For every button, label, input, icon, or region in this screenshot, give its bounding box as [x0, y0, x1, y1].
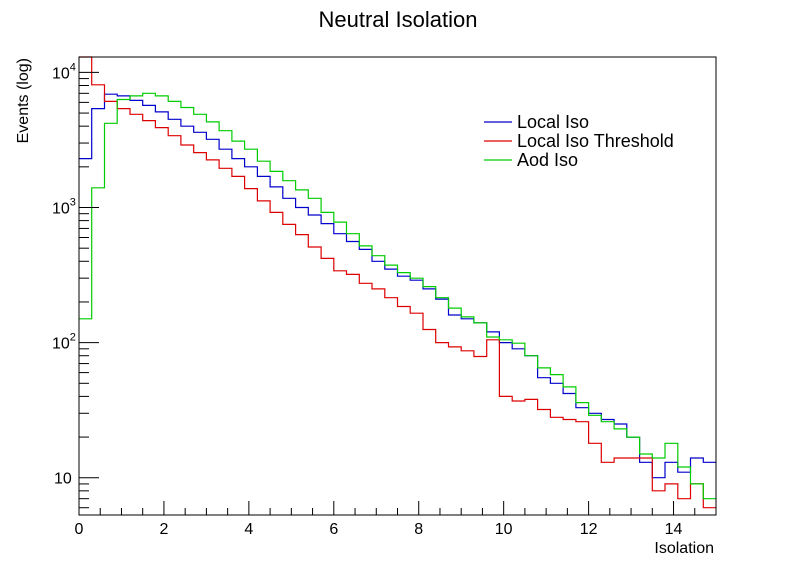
series-line-2: [79, 92, 716, 500]
plot-frame: [78, 56, 717, 516]
legend-label: Aod Iso: [517, 150, 578, 170]
y-tick-label: 104: [52, 61, 76, 82]
x-tick-label: 4: [244, 521, 253, 538]
x-axis-label: Isolation: [654, 540, 714, 557]
y-axis-label: Events (log): [15, 58, 32, 143]
y-tick-label: 10: [54, 471, 72, 488]
chart-title: Neutral Isolation: [319, 7, 478, 32]
x-tick-label: 6: [329, 521, 338, 538]
x-axis: 0 2 4 6 8 10 12 14: [75, 501, 717, 538]
x-tick-label: 12: [580, 521, 598, 538]
x-tick-label: 8: [414, 521, 423, 538]
y-tick-label: 103: [52, 197, 76, 218]
legend-label: Local Iso: [517, 112, 589, 132]
x-tick-label: 2: [159, 521, 168, 538]
y-tick-label: 102: [52, 332, 76, 353]
x-tick-label: 10: [495, 521, 513, 538]
x-tick-label: 0: [75, 521, 84, 538]
series-line-1: [79, 56, 716, 509]
x-tick-label: 14: [665, 521, 683, 538]
plot-area: [79, 56, 716, 509]
series-line-0: [79, 93, 716, 479]
y-axis: 10 102 103 104: [52, 61, 99, 509]
legend-label: Local Iso Threshold: [517, 131, 674, 151]
